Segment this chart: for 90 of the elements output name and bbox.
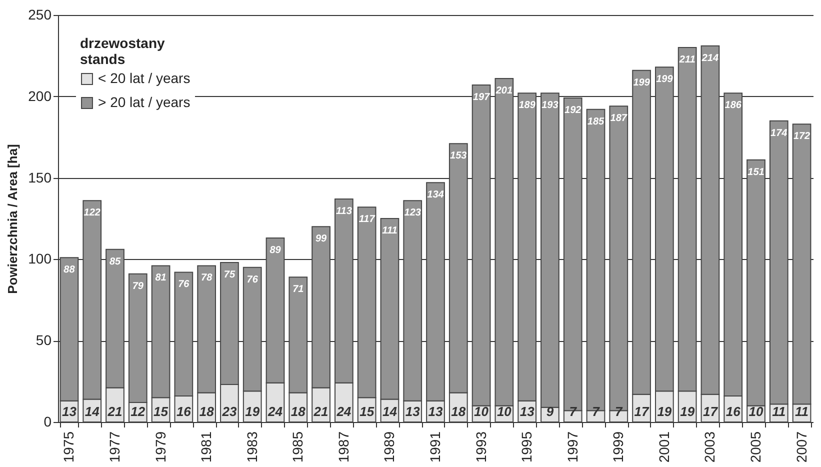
x-tick-label: 1975 [60,431,77,463]
y-tick-label: 0 [44,414,52,430]
data-label: 197 [472,92,490,104]
data-label: 153 [450,150,468,162]
x-tick-label: 1977 [106,431,123,463]
data-label: 214 [700,52,719,64]
data-label: 18 [290,404,306,419]
data-label: 13 [405,404,421,419]
data-label: 18 [199,404,215,419]
data-label: 21 [312,404,328,419]
x-tick-label: 1989 [381,431,398,463]
data-label: 78 [201,272,213,284]
data-label: 174 [770,128,788,139]
data-label: 186 [724,100,742,112]
x-tick-label: 1981 [198,431,214,463]
data-label: 76 [178,279,190,290]
data-label: 10 [748,404,764,419]
data-label: 23 [221,404,238,419]
x-tick-label: 1995 [518,431,535,463]
data-label: 189 [518,100,536,112]
data-label: 24 [336,404,352,419]
x-tick-label: 2003 [702,431,718,463]
data-label: 199 [633,77,650,88]
data-label: 99 [315,234,328,245]
legend-label: > 20 lat / years [98,94,190,110]
x-tick-label: 2001 [656,431,672,463]
data-label: 12 [130,404,146,419]
data-label: 15 [154,404,169,419]
x-tick-label: 1985 [290,431,306,463]
data-label: 76 [246,274,258,286]
x-tick-label: 1991 [427,431,443,463]
data-label: 13 [428,404,444,419]
y-axis-title: Powierzchnia / Area [ha] [5,144,20,294]
legend-title: drzewostany stands [80,35,166,67]
data-label: 88 [64,264,76,276]
data-label: 13 [62,404,78,419]
x-tick-label: 1993 [472,431,489,463]
data-label: 24 [267,404,284,419]
data-label: 19 [680,404,696,419]
y-tick-label: 100 [28,250,52,267]
data-label: 71 [292,284,304,296]
data-label: 192 [564,105,582,116]
data-label: 15 [360,404,375,419]
data-label: 211 [678,54,696,66]
data-label: 134 [427,190,444,201]
data-label: 151 [748,166,765,178]
data-label: 10 [496,404,512,419]
data-label: 122 [84,208,101,219]
x-tick-label: 1999 [610,431,626,463]
y-tick-label: 150 [28,169,52,186]
x-tick-label: 2005 [747,431,764,463]
data-label: 10 [474,404,490,419]
data-label: 123 [404,208,422,219]
data-label: 111 [382,226,398,236]
data-label: 199 [656,74,674,86]
y-tick-label: 200 [28,88,52,104]
data-label: 21 [106,404,122,419]
x-tick-label: 1983 [244,431,260,463]
y-tick-label: 50 [36,332,52,348]
data-label: 17 [702,404,718,419]
data-label: 201 [494,85,513,96]
data-label: 172 [793,131,811,142]
data-label: 14 [382,404,398,419]
data-label: 19 [657,404,672,419]
legend-label: < 20 lat / years [98,70,190,86]
x-tick-label: 1979 [152,431,168,463]
data-label: 19 [245,404,260,419]
y-tick-label: 250 [28,6,52,22]
data-label: 16 [726,404,742,419]
data-label: 79 [132,280,144,292]
data-label: 187 [610,113,628,124]
data-label: 13 [520,404,536,419]
data-label: 75 [224,269,236,280]
data-label: 11 [795,404,809,419]
data-label: 89 [270,245,282,256]
x-tick-label: 1987 [335,431,352,463]
data-label: 17 [634,404,650,419]
data-label: 85 [109,256,121,268]
data-label: 14 [84,404,100,419]
data-label: 117 [358,214,376,226]
data-label: 185 [587,116,605,128]
data-label: 113 [336,206,352,217]
data-label: 18 [451,404,466,419]
data-label: 9 [546,404,554,419]
data-label: 81 [155,272,167,284]
data-label: 193 [542,100,559,112]
x-tick-label: 2007 [793,431,810,463]
x-tick-label: 1997 [564,431,580,463]
data-label: 11 [772,404,786,419]
data-label: 16 [176,404,192,419]
